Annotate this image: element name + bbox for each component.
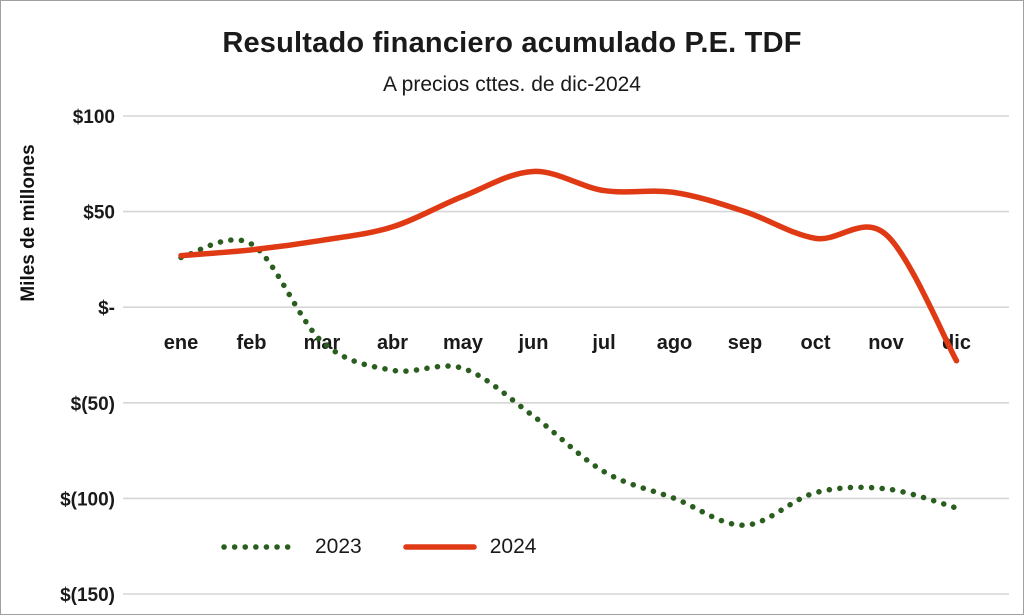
- x-tick-label: ene: [164, 332, 198, 354]
- y-tick-label: $-: [98, 298, 115, 319]
- series-line-2023: [178, 237, 960, 528]
- y-tick-label: $(100): [60, 489, 115, 510]
- legend-dotted-line-icon: [221, 544, 301, 550]
- x-tick-label: mar: [304, 332, 341, 354]
- x-tick-label: nov: [868, 332, 904, 354]
- x-tick-label: feb: [237, 332, 267, 354]
- y-tick-label: $50: [83, 203, 115, 224]
- legend-label-2023: 2023: [315, 535, 362, 558]
- y-tick-label: $(50): [71, 394, 115, 415]
- y-tick-label: $100: [73, 107, 115, 128]
- x-tick-label: sep: [728, 332, 762, 354]
- x-tick-label: oct: [801, 332, 831, 354]
- y-tick-label: $(150): [60, 585, 115, 606]
- legend: 2023 2024: [219, 535, 562, 559]
- chart-subtitle: A precios cttes. de dic-2024: [383, 73, 641, 96]
- legend-item-2023: 2023: [219, 535, 362, 559]
- x-tick-label: ago: [657, 332, 693, 354]
- legend-item-2024: 2024: [402, 535, 537, 559]
- x-tick-label: abr: [377, 332, 408, 354]
- x-tick-label: may: [443, 332, 484, 354]
- x-tick-label: jun: [518, 332, 549, 354]
- chart-title: Resultado financiero acumulado P.E. TDF: [222, 27, 802, 59]
- x-tick-label: jul: [591, 332, 615, 354]
- series-line-2024: [178, 168, 960, 364]
- legend-label-2024: 2024: [489, 535, 537, 558]
- legend-solid-line-icon: [402, 544, 477, 550]
